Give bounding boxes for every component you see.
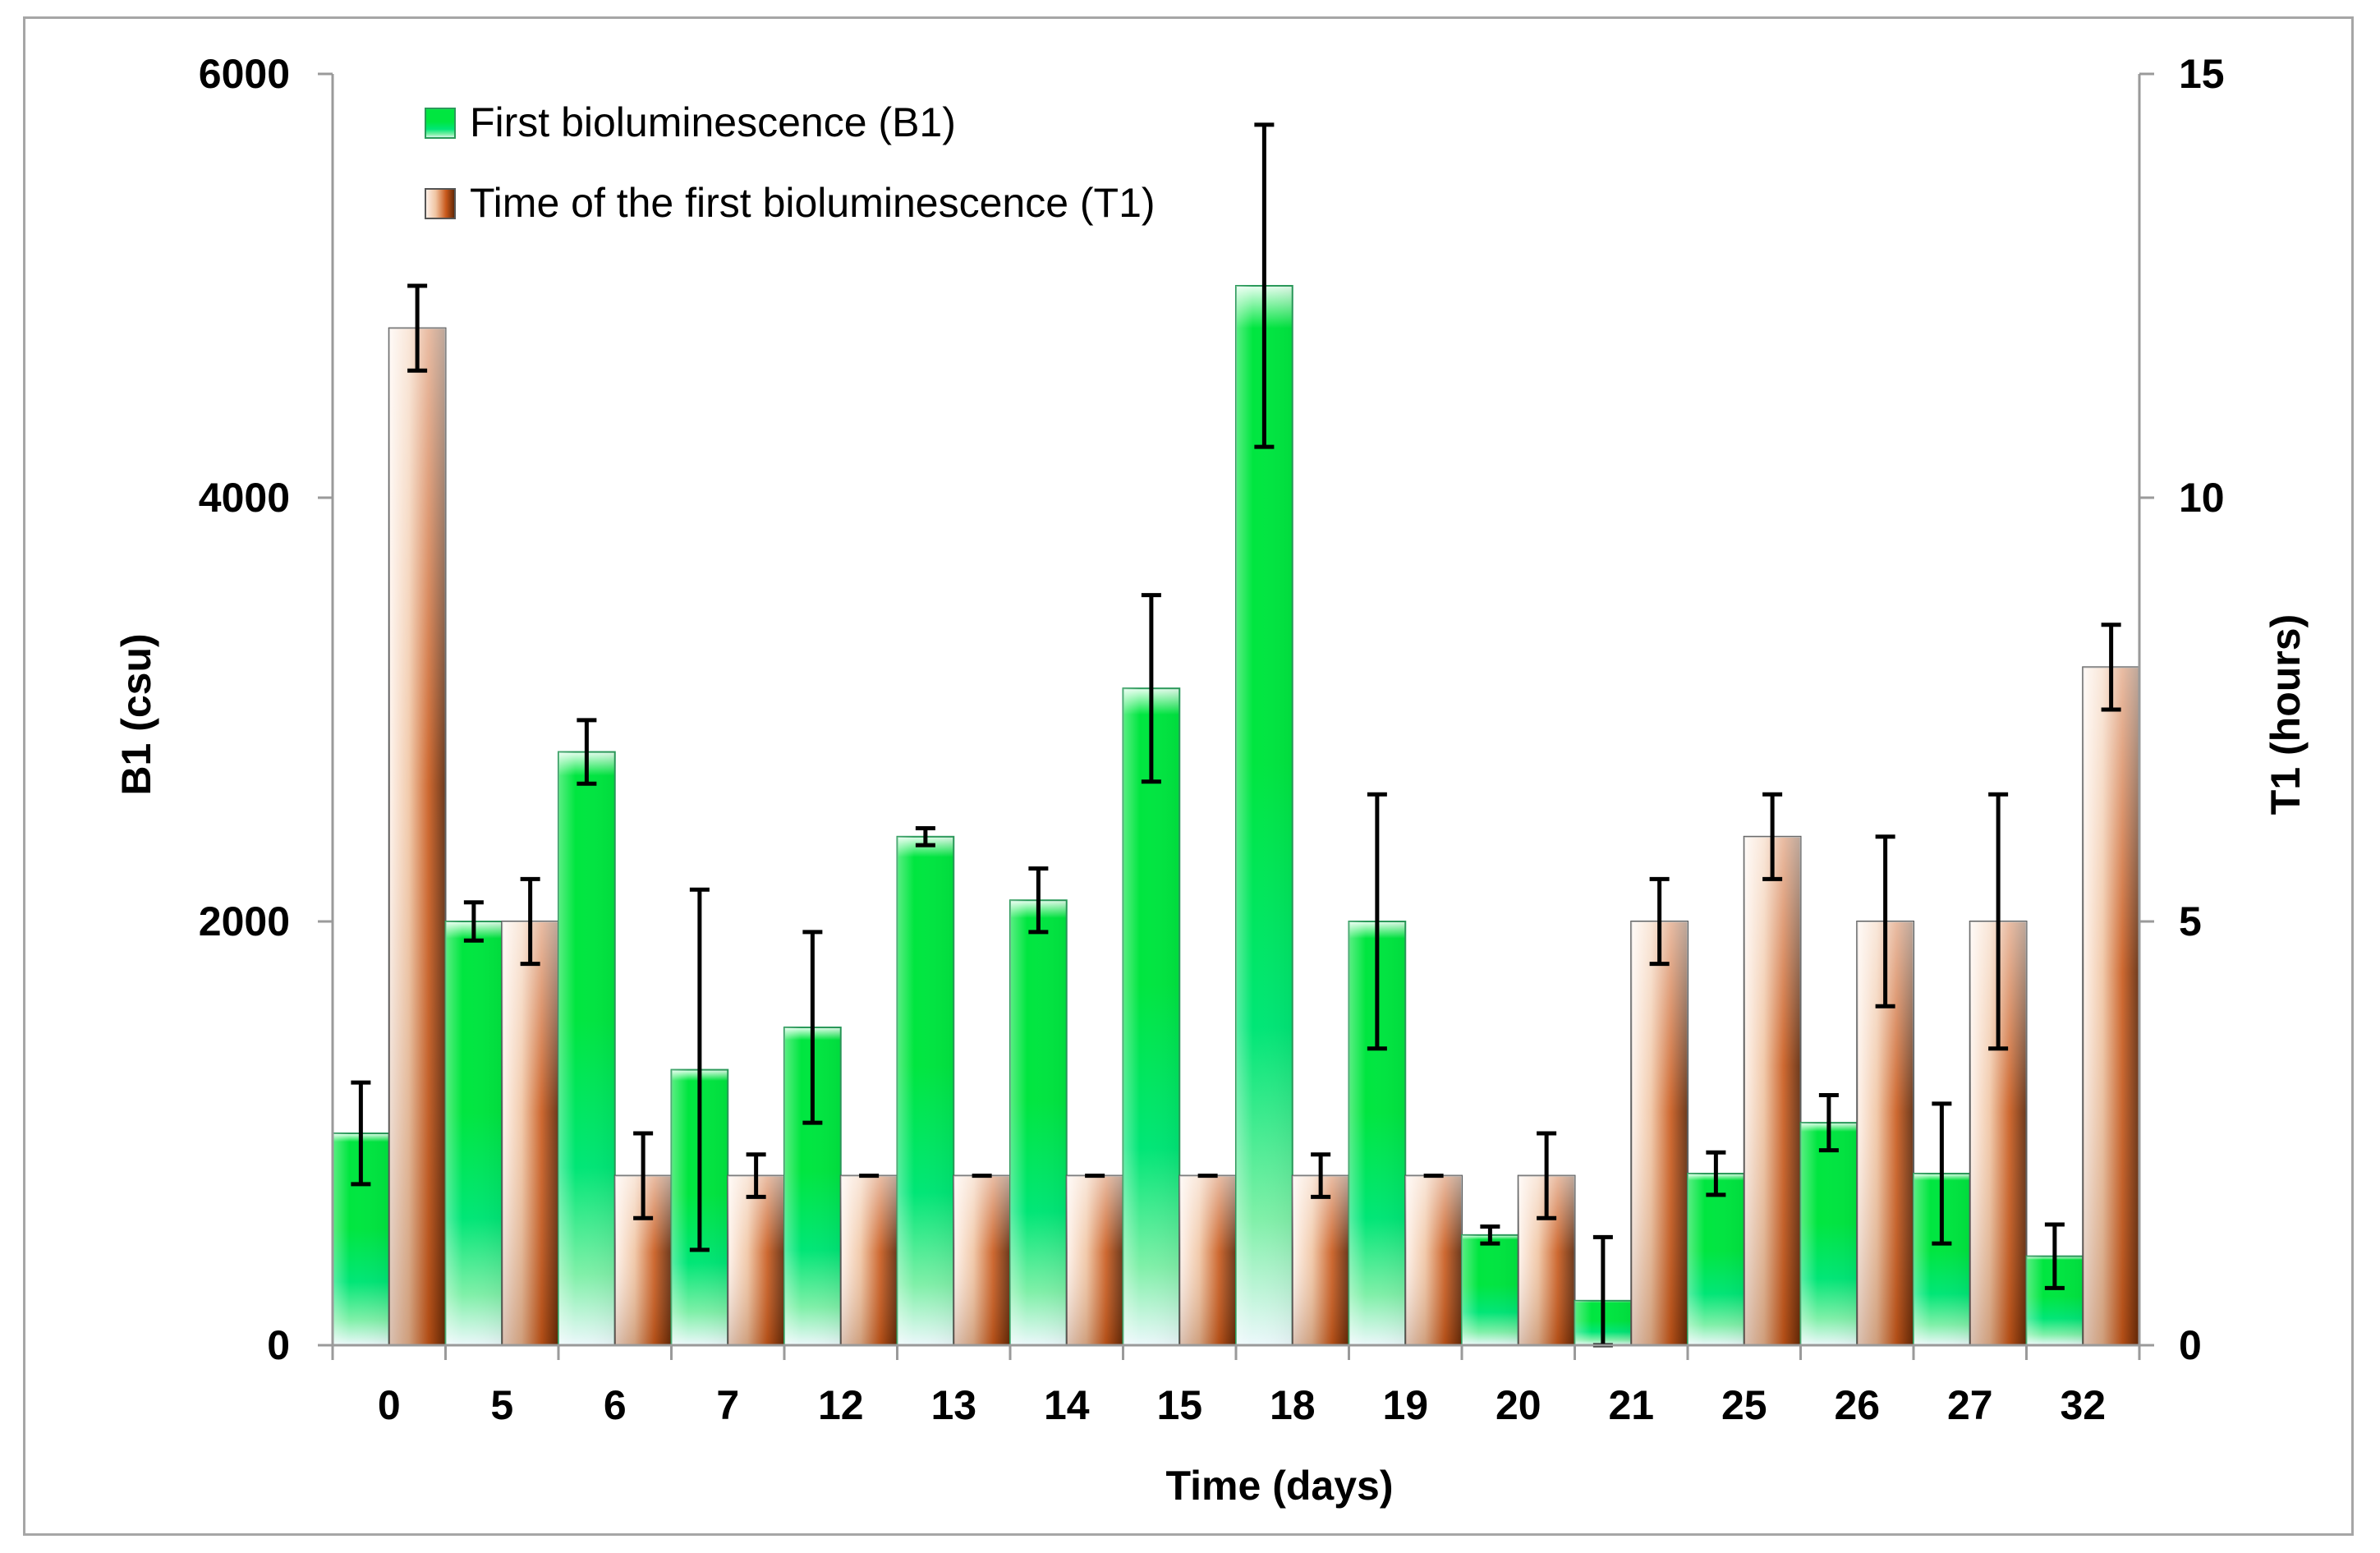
bar-b1-shade (1010, 900, 1067, 1345)
bar-t1-shade (953, 1175, 1010, 1345)
axes-layer: 0 2000 4000 6000 0 5 10 15 0 5 6 7 12 13 14 15 18 19 20 21 2… (199, 51, 2225, 1428)
x-tick-label: 12 (818, 1382, 864, 1428)
y2-axis-title: T1 (hours) (2263, 614, 2309, 815)
x-tick-label: 25 (1721, 1382, 1767, 1428)
x-tick-label: 14 (1044, 1382, 1090, 1428)
bar-t1-shade (1405, 1175, 1462, 1345)
y-axis-title: B1 (csu) (113, 633, 159, 795)
x-tick-label: 20 (1496, 1382, 1541, 1428)
y2-tick-label: 10 (2179, 475, 2225, 521)
legend-swatch-b1 (425, 108, 456, 139)
bar-b1-shade (1123, 688, 1180, 1345)
bar-b1-shade (1800, 1123, 1858, 1345)
bar-b1-shade (445, 921, 503, 1345)
x-tick-label: 0 (378, 1382, 401, 1428)
bar-b1-shade (897, 836, 954, 1345)
y-tick-label: 2000 (199, 898, 290, 944)
y-tick-label: 0 (267, 1322, 290, 1368)
bar-t1-shade (388, 328, 446, 1346)
legend: First bioluminescence (B1) Time of the f… (425, 99, 1156, 226)
x-tick-label: 5 (490, 1382, 513, 1428)
bars-layer (332, 285, 2140, 1347)
bar-t1-shade (1179, 1175, 1236, 1345)
x-tick-label: 19 (1382, 1382, 1428, 1428)
bar-b1-shade (1462, 1234, 1519, 1345)
x-tick-label: 6 (604, 1382, 627, 1428)
y2-tick-label: 5 (2179, 898, 2202, 944)
x-tick-label: 26 (1834, 1382, 1880, 1428)
bar-t1-shade (840, 1175, 898, 1345)
y-tick-label: 6000 (199, 51, 290, 97)
y2-tick-label: 15 (2179, 51, 2225, 97)
x-tick-label: 18 (1270, 1382, 1316, 1428)
legend-label-t1: Time of the first bioluminescence (T1) (470, 180, 1156, 226)
bar-b1-shade (558, 751, 615, 1345)
bar-b1-shade (1236, 286, 1293, 1345)
error-bars-layer (351, 122, 2121, 1348)
y2-tick-label: 0 (2179, 1322, 2202, 1368)
x-tick-label: 21 (1608, 1382, 1654, 1428)
bar-b1-shade (1688, 1174, 1744, 1345)
x-tick-label: 15 (1156, 1382, 1202, 1428)
bar-t1-shade (2083, 667, 2139, 1345)
y-tick-label: 4000 (199, 475, 290, 521)
bar-t1-shade (1066, 1175, 1123, 1345)
legend-label-b1: First bioluminescence (B1) (470, 99, 956, 145)
legend-swatch-t1 (425, 188, 456, 219)
x-tick-label: 13 (930, 1382, 976, 1428)
x-tick-label: 27 (1947, 1382, 1993, 1428)
bar-t1-shade (1292, 1175, 1349, 1345)
x-tick-label: 7 (716, 1382, 739, 1428)
bar-t1-shade (1631, 921, 1688, 1345)
bar-t1-shade (1744, 836, 1801, 1345)
x-axis-title: Time (days) (1166, 1463, 1394, 1509)
bar-t1-shade (728, 1175, 784, 1345)
x-tick-label: 32 (2060, 1382, 2106, 1428)
bar-t1-shade (502, 921, 558, 1345)
